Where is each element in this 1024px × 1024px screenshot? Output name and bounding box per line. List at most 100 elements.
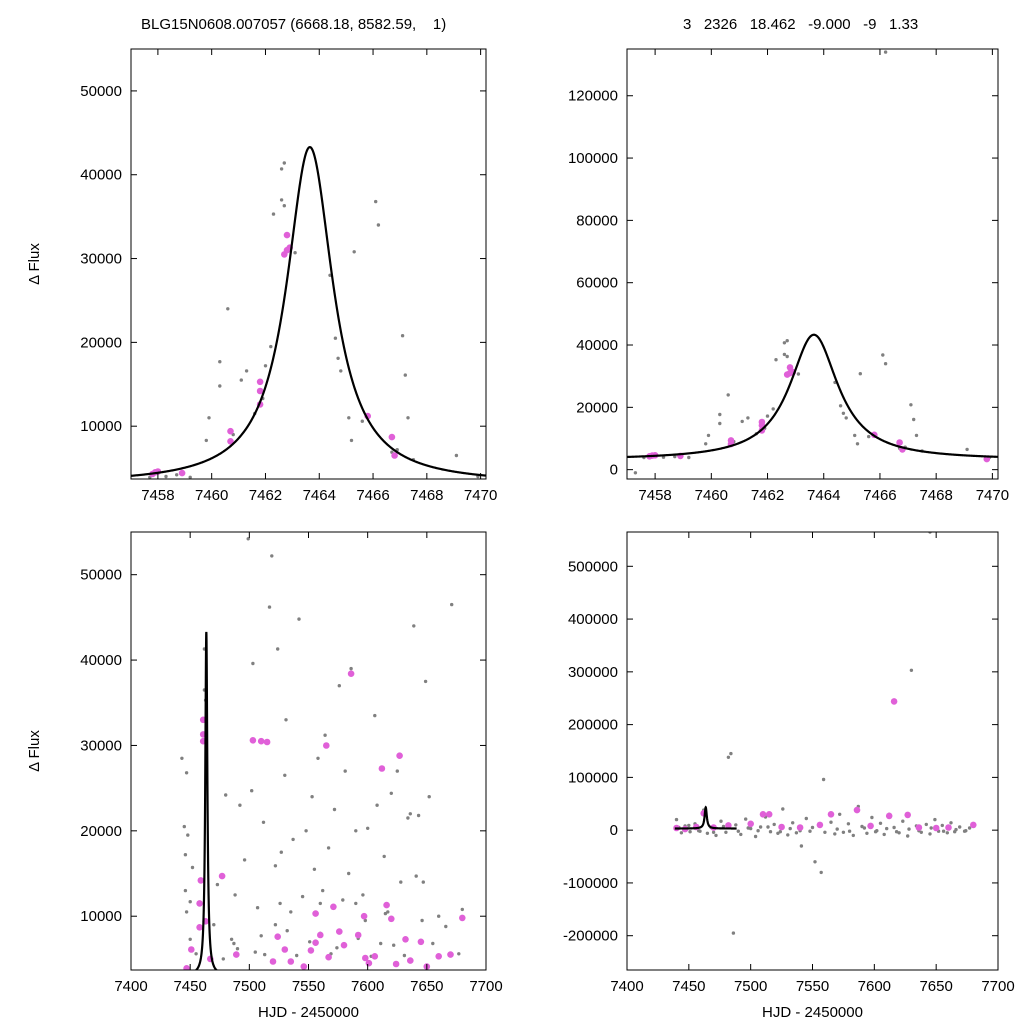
followup-data-point <box>183 965 190 970</box>
survey-data-point <box>229 937 234 941</box>
survey-data-point <box>188 475 192 479</box>
followup-data-point <box>178 469 186 477</box>
followup-data-point <box>904 811 911 819</box>
survey-data-point <box>907 827 911 831</box>
survey-data-point <box>183 853 188 857</box>
survey-data-point <box>914 433 919 438</box>
followup-data-point <box>759 811 767 818</box>
survey-data-point <box>283 773 287 777</box>
survey-data-point <box>813 860 817 864</box>
survey-data-point <box>766 825 770 829</box>
survey-data-point <box>949 821 953 825</box>
panel-bottom-right: 7400 7450 7500 7550 7600 7650 7700 -200000 -1000… <box>563 531 1015 1021</box>
survey-data-point <box>414 874 418 878</box>
survey-data-point <box>289 910 293 914</box>
followup-data-point <box>827 811 835 818</box>
survey-data-point <box>416 813 421 818</box>
survey-data-point <box>375 803 379 807</box>
survey-data-point <box>788 826 792 831</box>
survey-data-point <box>310 795 314 799</box>
survey-data-point <box>276 647 280 651</box>
model-curve <box>674 805 737 830</box>
followup-data-point <box>362 954 369 962</box>
survey-data-point <box>184 910 189 914</box>
followup-data-point <box>360 912 368 920</box>
survey-data-point <box>718 421 722 426</box>
survey-data-point <box>316 756 320 760</box>
survey-data-point <box>412 624 416 628</box>
x-tick-label: 7450 <box>672 978 705 995</box>
survey-data-point <box>786 833 790 837</box>
survey-data-point <box>423 679 428 684</box>
x-tick-label: 7650 <box>410 978 443 995</box>
survey-data-point <box>226 307 230 311</box>
survey-data-point <box>704 442 708 446</box>
survey-data-point <box>736 829 740 833</box>
survey-data-point <box>278 901 282 906</box>
x-axis-label: HJD - 2450000 <box>258 1004 359 1021</box>
survey-data-point <box>885 826 889 831</box>
survey-data-point <box>251 661 255 666</box>
survey-data-point <box>263 364 268 368</box>
survey-data-point <box>945 831 949 835</box>
survey-data-point <box>450 602 454 607</box>
survey-data-point <box>238 803 242 807</box>
y-tick-label: 20000 <box>576 399 618 416</box>
followup-data-point <box>796 824 804 831</box>
survey-data-point <box>726 393 730 397</box>
survey-data-point <box>218 360 222 364</box>
survey-data-point <box>457 952 461 956</box>
followup-data-point <box>435 953 443 960</box>
x-tick-label: 7650 <box>919 978 952 995</box>
survey-data-point <box>851 833 855 838</box>
survey-data-point <box>253 950 257 954</box>
survey-data-point <box>679 831 684 835</box>
x-tick-label: 7460 <box>695 487 728 504</box>
figure-title-left: BLG15N0608.007057 (6668.18, 8582.59, 1) <box>141 16 447 33</box>
followup-data-point <box>447 951 454 958</box>
followup-data-point <box>402 936 409 943</box>
x-tick-label: 7462 <box>751 487 784 504</box>
followup-data-point <box>417 938 425 946</box>
survey-data-point <box>408 812 412 816</box>
survey-data-point <box>164 474 168 479</box>
survey-data-point <box>928 832 932 836</box>
model-curve <box>627 333 998 459</box>
survey-data-point <box>870 815 874 820</box>
followup-data-point <box>257 737 265 745</box>
survey-data-point <box>711 830 716 834</box>
followup-data-point <box>932 824 940 832</box>
survey-data-point <box>304 829 308 833</box>
x-tick-label: 7464 <box>303 487 336 504</box>
survey-data-point <box>901 819 905 823</box>
plot-area-bottom-left <box>180 537 466 970</box>
x-tick-label: 7466 <box>356 487 389 504</box>
followup-data-point <box>263 738 271 746</box>
followup-data-point <box>915 824 923 831</box>
y-tick-label: 40000 <box>80 167 122 184</box>
survey-data-point <box>844 416 848 420</box>
survey-data-point <box>758 825 763 829</box>
survey-data-point <box>273 864 278 868</box>
survey-data-point <box>765 414 770 418</box>
panel-bottom-left: 7400 7450 7500 7550 7600 7650 7700 10000 20000 30… <box>26 531 503 1021</box>
survey-data-point <box>363 918 367 923</box>
followup-data-point <box>196 900 203 907</box>
survey-data-point <box>190 865 195 870</box>
survey-data-point <box>271 212 276 216</box>
survey-data-point <box>212 923 216 927</box>
survey-data-point <box>883 50 888 54</box>
survey-data-point <box>718 412 722 417</box>
survey-data-point <box>233 893 237 897</box>
survey-data-point <box>204 438 208 443</box>
survey-data-point <box>841 830 846 834</box>
survey-data-point <box>881 353 885 357</box>
survey-data-point <box>389 791 393 795</box>
survey-data-point <box>339 369 343 373</box>
survey-data-point <box>285 929 289 933</box>
y-tick-label: 0 <box>610 822 618 839</box>
survey-data-point <box>347 871 351 876</box>
followup-data-point <box>300 963 308 970</box>
survey-data-point <box>343 769 347 773</box>
survey-data-point <box>772 822 776 827</box>
